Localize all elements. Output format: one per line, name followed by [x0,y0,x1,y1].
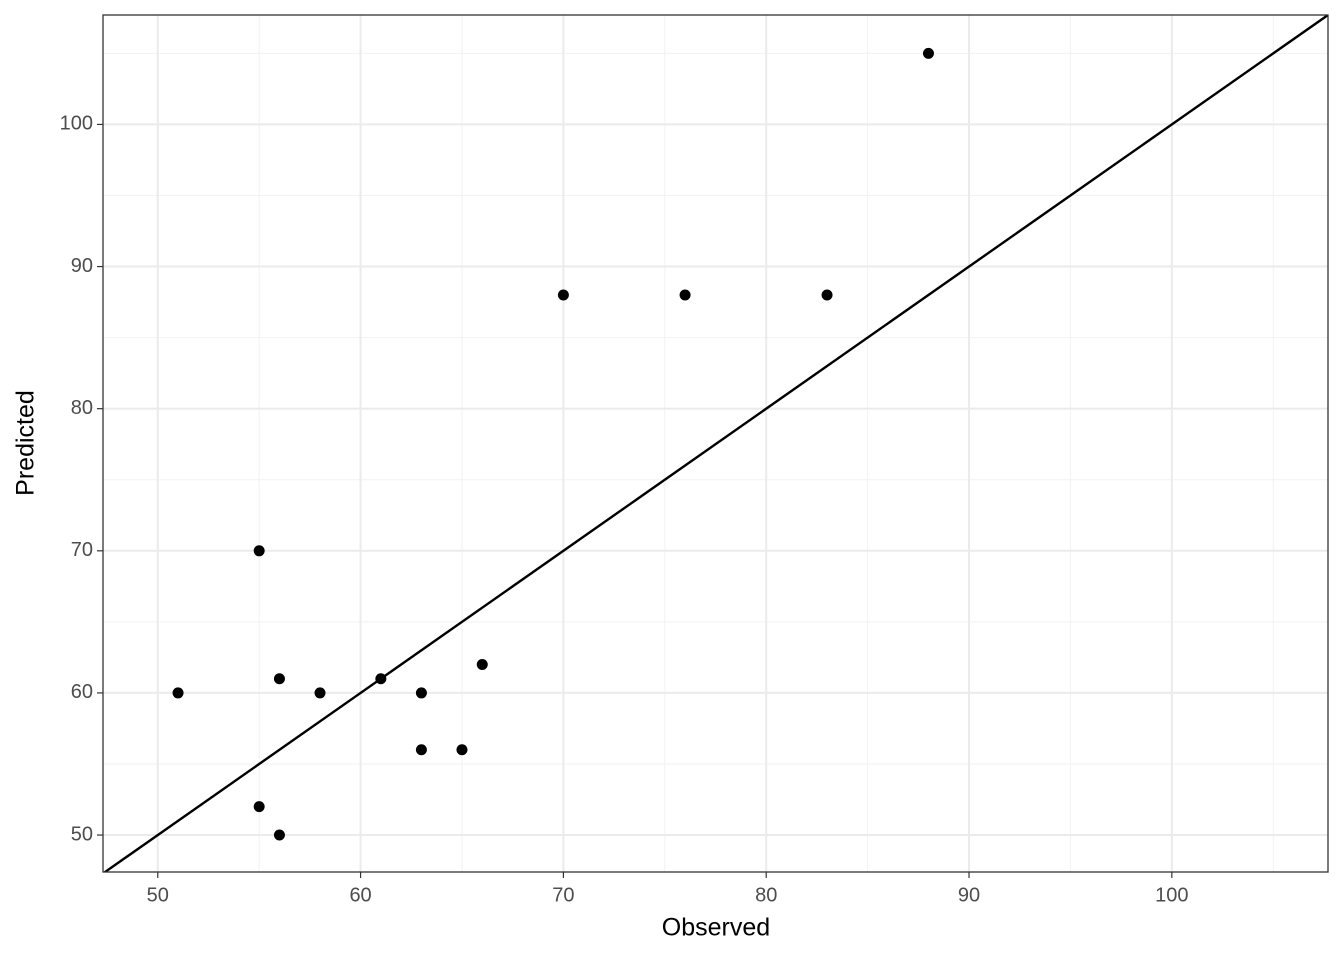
point [375,673,387,685]
point [253,545,265,557]
x-tick-label: 90 [958,884,980,906]
y-tick-label: 100 [60,113,93,135]
y-tick-label: 60 [71,681,93,703]
plot-area [103,15,1328,872]
y-tick-label: 90 [71,255,93,277]
point [253,801,265,813]
grid [103,15,1328,872]
point [415,687,427,699]
y-tick-label: 70 [71,539,93,561]
point [273,829,285,841]
labels: 50 60 70 80 90 100 50 60 70 80 90 100 [60,113,1189,907]
point [679,289,691,301]
x-tick-label: 60 [349,884,371,906]
point [273,673,285,685]
point [415,744,427,756]
x-tick-label: 100 [1155,884,1188,906]
y-axis-title: Predicted [12,390,40,496]
point [172,687,184,699]
point [476,659,488,671]
panel-border [102,14,1329,873]
point [821,289,833,301]
x-tick-label: 80 [755,884,777,906]
x-tick-label: 50 [147,884,169,906]
point [456,744,468,756]
point [557,289,569,301]
point [314,687,326,699]
point [922,47,934,59]
y-tick-label: 50 [71,823,93,845]
x-tick-label: 70 [552,884,574,906]
identity-line [103,15,1328,872]
x-axis-title: Observed [662,914,770,942]
y-tick-label: 80 [71,397,93,419]
